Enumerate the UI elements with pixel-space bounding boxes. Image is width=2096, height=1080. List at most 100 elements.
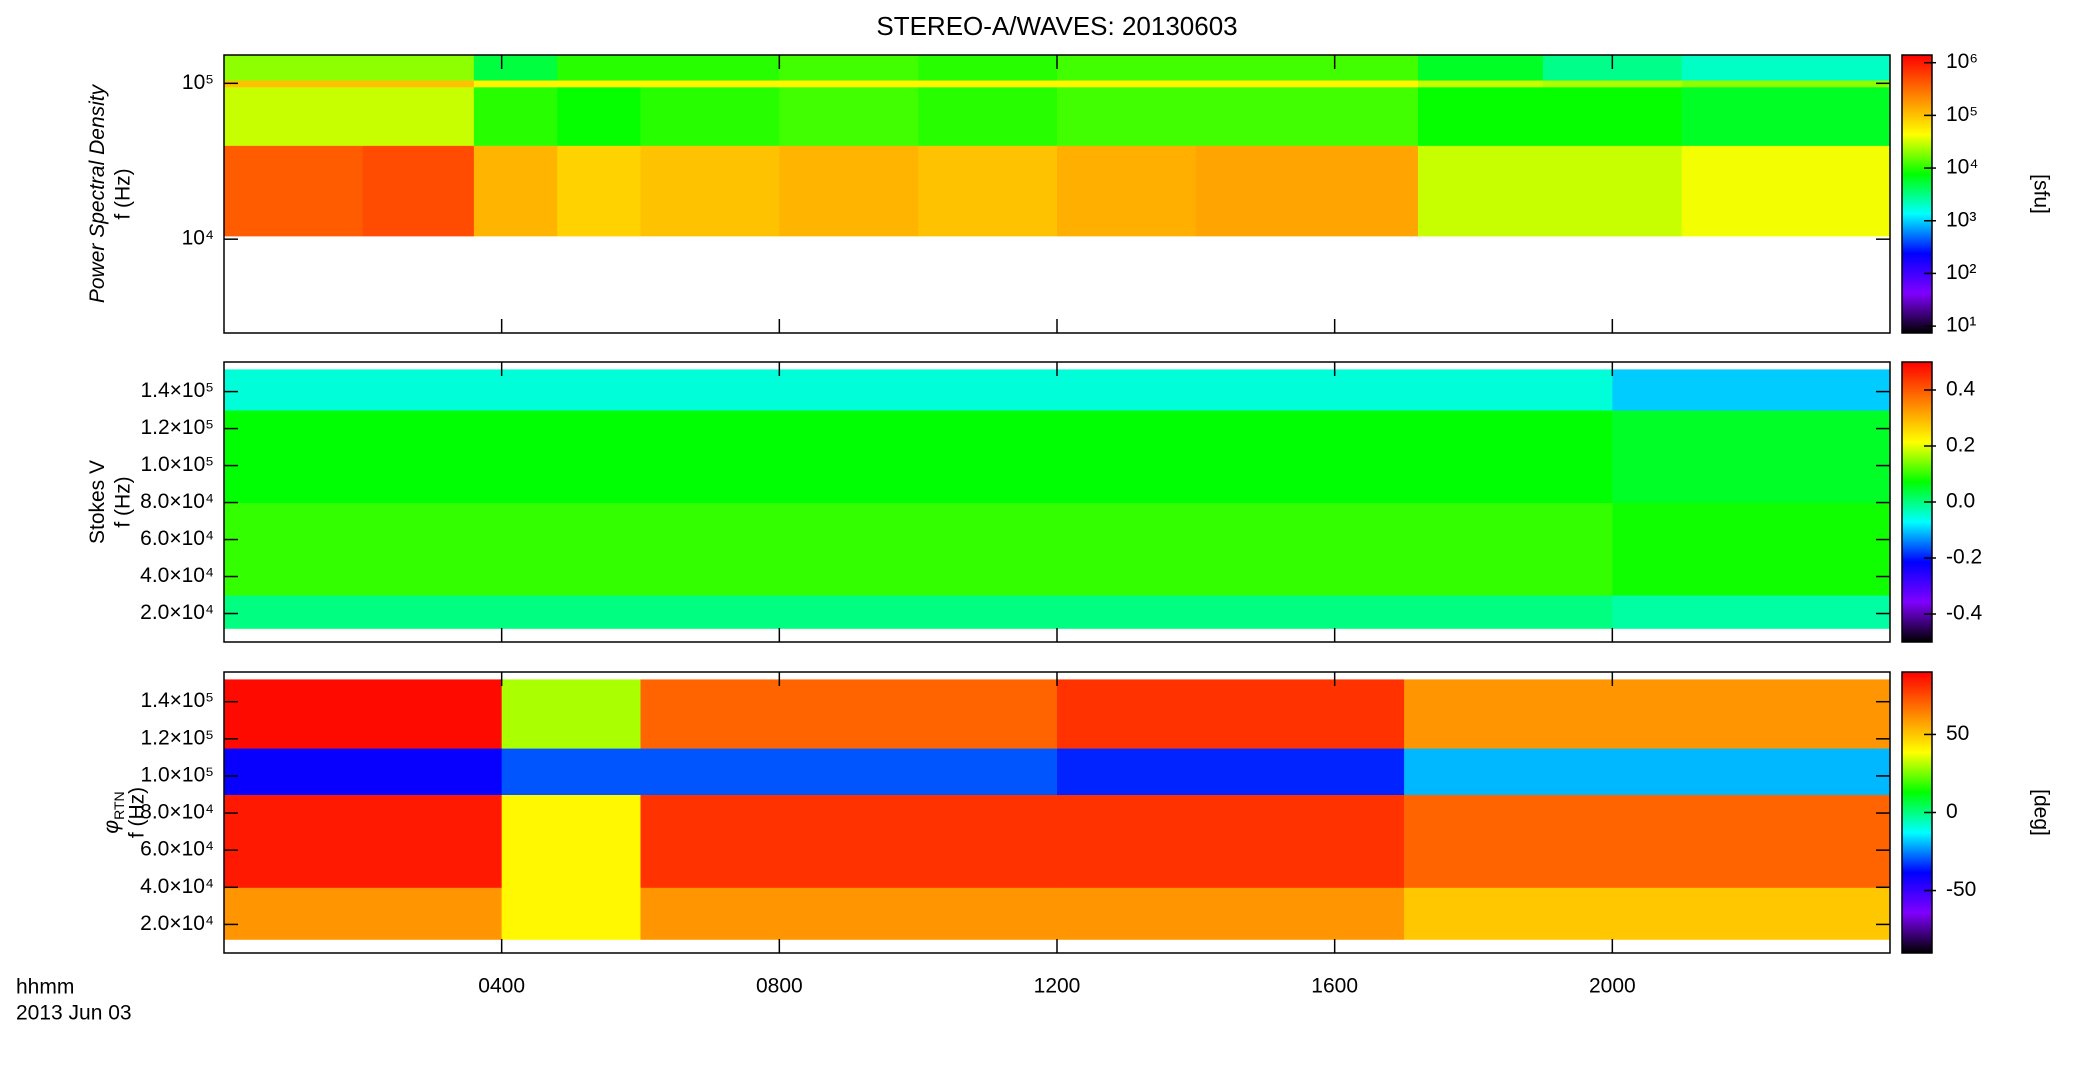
heatmap-cell [1417,86,1544,146]
y-tick-label: 4.0×10⁴ [140,564,214,587]
colorbar-tick-label: 0 [1946,800,1958,823]
colorbar-tick-label: 10⁴ [1946,156,1978,179]
heatmap-cell [1057,145,1197,237]
colorbar-tick-label: 0.2 [1946,434,1975,457]
heatmap-cell [1195,86,1419,146]
heatmap-cell [473,86,558,146]
heatmap-cell [224,86,364,146]
heatmap-cell [224,679,503,749]
heatmap-cell [1195,80,1419,88]
y-tick-label: 6.0×10⁴ [140,838,214,861]
x-tick-label: 2000 [1589,975,1636,998]
colorbar-tick-label: 50 [1946,722,1969,745]
y-tick-label: 8.0×10⁴ [140,490,214,513]
y-tick-label: 1.0×10⁵ [140,453,214,476]
heatmap-cell [224,55,364,81]
heatmap-cell [1681,145,1891,237]
colorbar-tick-label: 0.4 [1946,378,1976,401]
heatmap-cell [557,80,641,88]
y-tick-label: 6.0×10⁴ [140,527,214,550]
heatmap-cell [362,80,475,88]
heatmap-cell [779,80,919,88]
y-axis-label-text: φ [100,820,123,834]
heatmap-cell [501,794,641,888]
heatmap-cell [1417,80,1544,88]
heatmap-cell [1057,887,1405,940]
heatmap-cell [640,145,780,237]
date-label: 2013 Jun 03 [16,1002,132,1025]
y-axis-label-text: Power Spectral Density [86,83,109,303]
heatmap-cell [779,145,919,237]
colorbar-tick-label: 0.0 [1946,490,1975,513]
heatmap-cell [779,55,919,81]
heatmap-cell [1542,80,1683,88]
heatmap-cell [640,887,1058,940]
heatmap-cell [918,86,1058,146]
y-tick-label: 2.0×10⁴ [140,601,214,624]
heatmap-cell [362,145,475,237]
heatmap-cell [224,369,1613,411]
heatmap-cell [224,410,1613,504]
x-axis-label: hhmm [16,976,74,999]
y-tick-label: 2.0×10⁴ [140,912,214,935]
heatmap-cell [1612,369,1891,411]
x-tick-label: 0400 [478,975,525,998]
heatmap-cell [1542,145,1683,237]
heatmap-cell [640,55,780,81]
heatmap-cell [640,80,780,88]
heatmap-cell [501,679,641,749]
y-axis-label: φRTN [100,791,127,833]
heatmap-cell [640,794,1058,888]
y-tick-label: 4.0×10⁴ [140,875,214,898]
colorbar-tick-label: 10⁶ [1946,50,1978,73]
heatmap-cell [1057,679,1405,749]
heatmap-cell [473,145,558,237]
x-tick-label: 0800 [756,975,803,998]
colorbar [1901,54,1933,334]
colorbar-tick-label: -50 [1946,878,1976,901]
colorbar-tick-label: 10¹ [1946,314,1976,337]
heatmap-cell [1404,794,1891,888]
heatmap-cell [1404,887,1891,940]
heatmap-cell [779,86,919,146]
colorbar-label: [deg] [2029,789,2052,836]
y-axis-unit: f (Hz) [126,787,149,838]
y-tick-label: 1.2×10⁵ [140,726,214,749]
heatmap-cell [1195,145,1419,237]
heatmap-cell [1404,679,1891,749]
heatmap-cell [640,748,1058,795]
heatmap-cell [918,145,1058,237]
heatmap-cell [224,794,503,888]
y-tick-label: 10⁴ [182,227,214,250]
chart-title: STEREO-A/WAVES: 20130603 [876,11,1237,41]
heatmap-cell [224,748,503,795]
heatmap-cell [1417,145,1544,237]
colorbar-tick-label: 10² [1946,261,1976,284]
heatmap-cell [1612,410,1891,504]
y-axis-label-sub: RTN [111,791,127,820]
y-tick-label: 10⁵ [182,71,214,94]
heatmap-cell [224,595,1613,629]
colorbar-label: [sfu] [2029,174,2052,214]
heatmap-cell [557,145,641,237]
heatmap-cell [918,80,1058,88]
y-tick-label: 1.4×10⁵ [140,379,214,402]
colorbar-tick-label: -0.2 [1946,546,1982,569]
heatmap-cell [640,86,780,146]
heatmap-cell [640,679,1058,749]
heatmap-cell [918,55,1058,81]
heatmap-cell [362,86,475,146]
y-axis-unit: f (Hz) [112,168,135,219]
x-tick-label: 1600 [1311,975,1358,998]
heatmap-cell [1417,55,1544,81]
heatmap-cell [1681,55,1891,81]
heatmap-cell [1542,86,1683,146]
y-axis-label: Power Spectral Density [86,83,109,303]
heatmap-cell [1057,748,1405,795]
y-tick-label: 1.4×10⁵ [140,689,214,712]
heatmap-cell [473,55,558,81]
colorbar-tick-label: 10⁵ [1946,103,1978,126]
heatmap-cell [1057,86,1197,146]
heatmap-cell [224,80,364,88]
y-tick-label: 1.2×10⁵ [140,416,214,439]
